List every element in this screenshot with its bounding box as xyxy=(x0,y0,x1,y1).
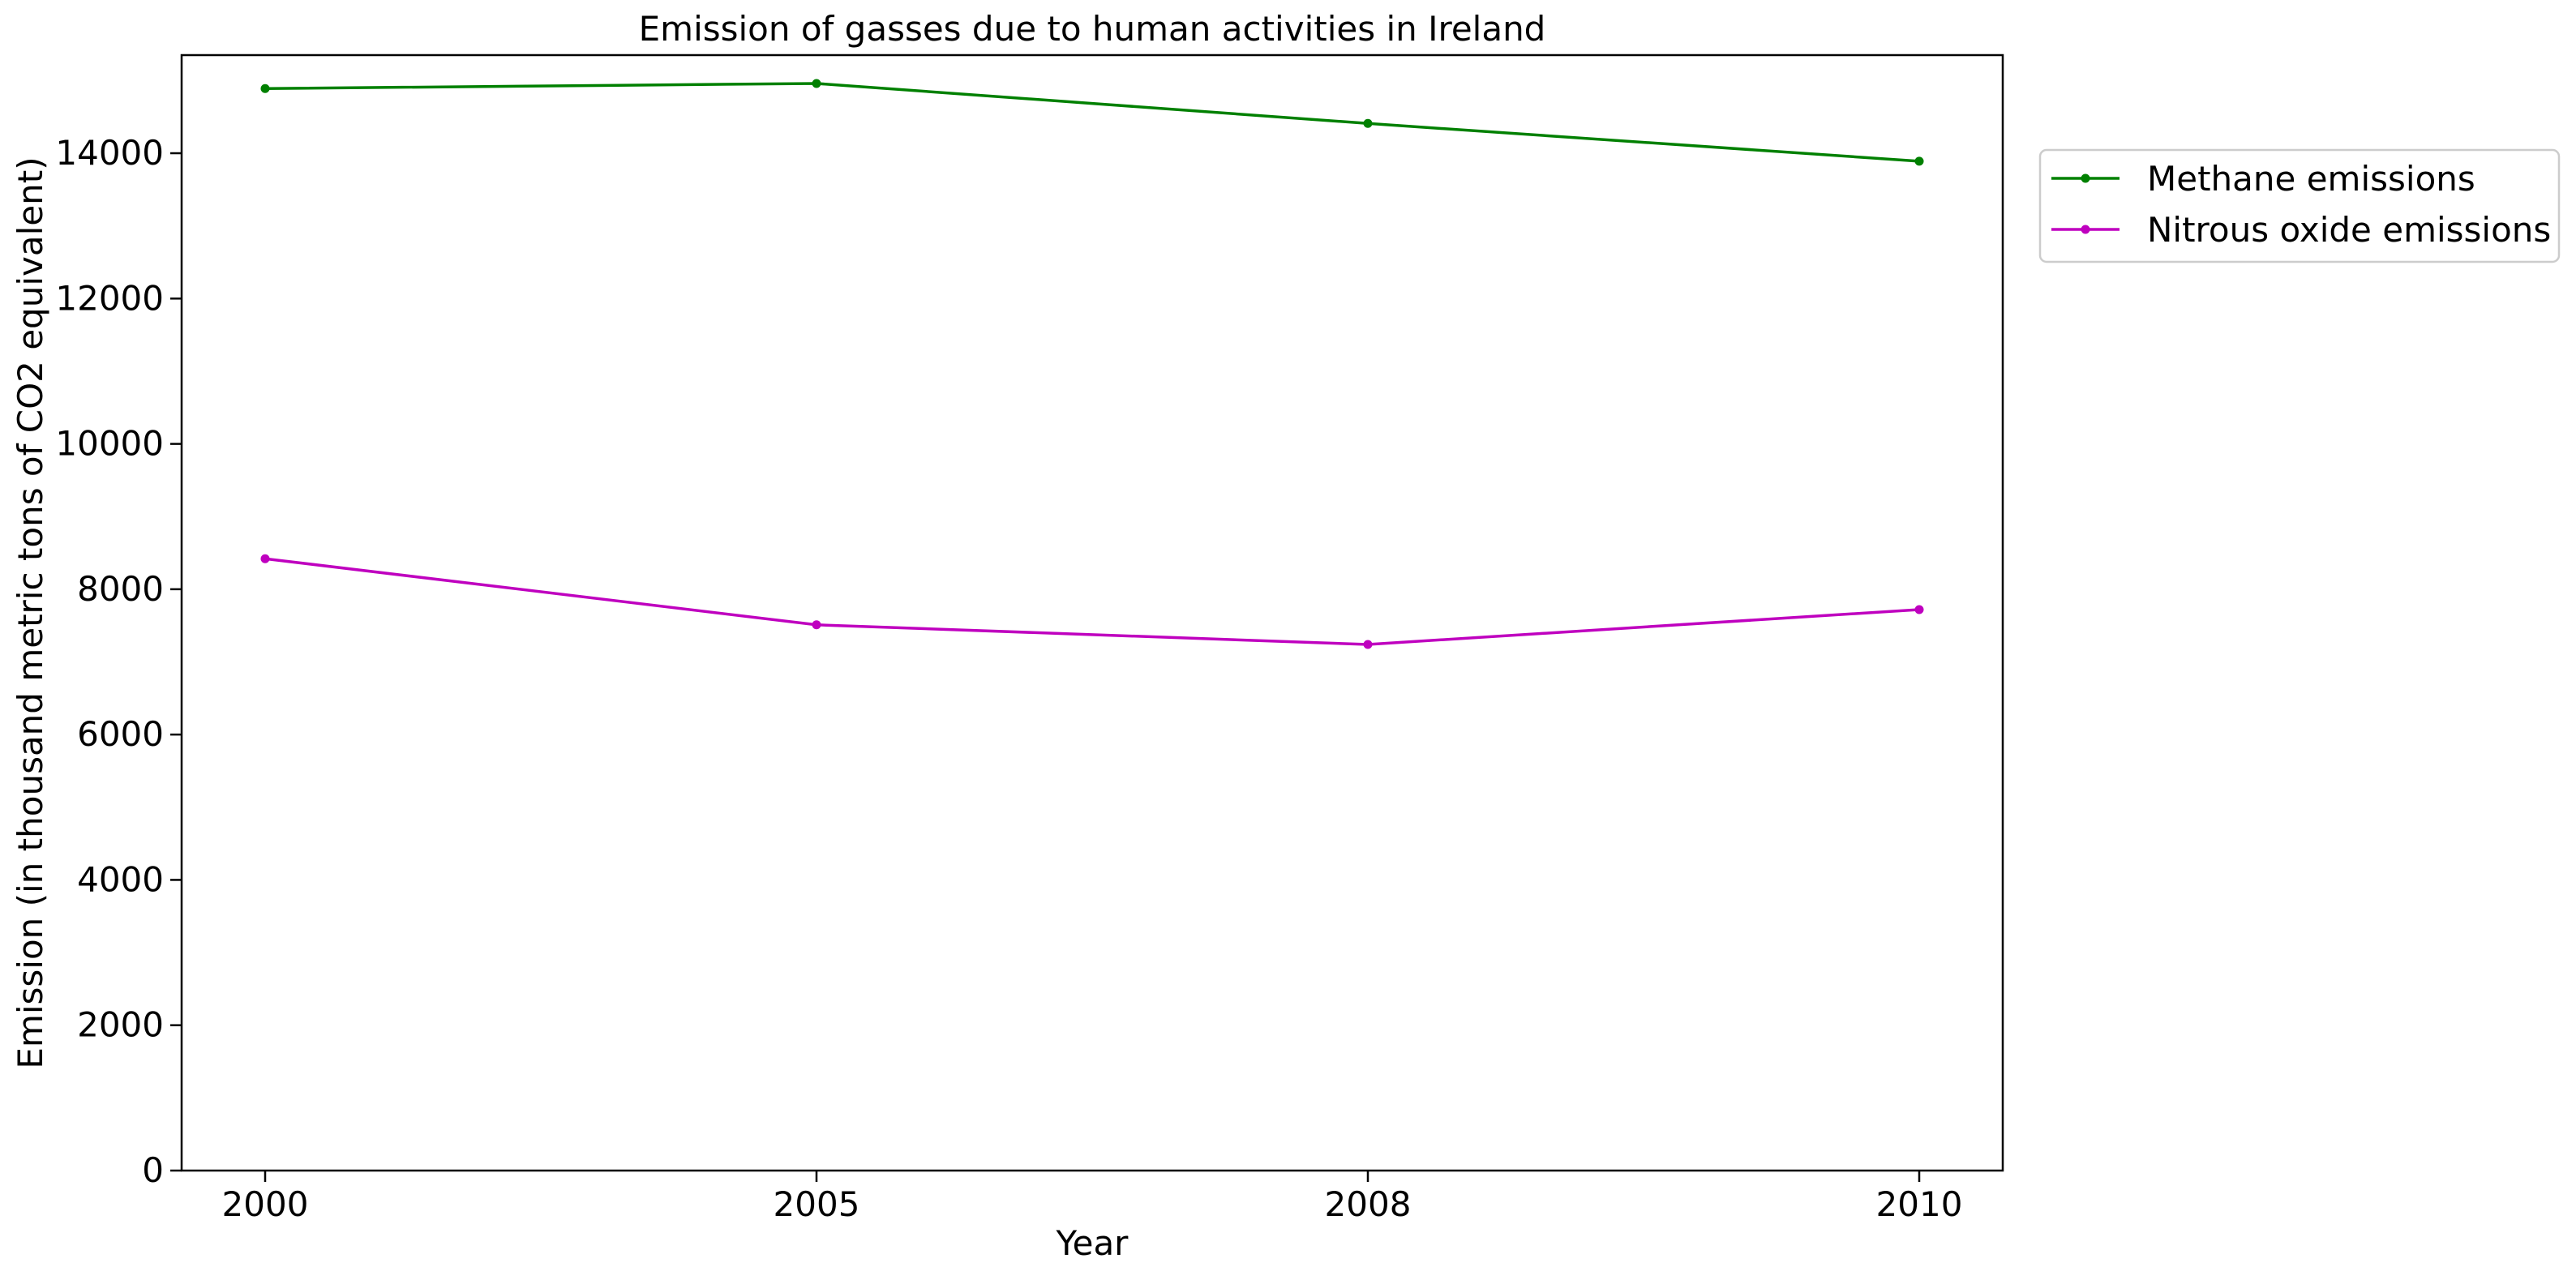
x-axis: 2000 2005 2008 2010 xyxy=(222,1171,1963,1224)
data-point xyxy=(1363,640,1373,649)
series-line-0 xyxy=(264,82,1920,163)
x-tick-label: 2000 xyxy=(222,1184,309,1224)
y-tick-label: 6000 xyxy=(77,714,164,754)
series-line-1 xyxy=(264,557,1920,646)
chart-title: Emission of gasses due to human activiti… xyxy=(639,9,1546,49)
y-tick-label: 8000 xyxy=(77,569,164,609)
legend-marker xyxy=(2081,173,2090,183)
legend-frame xyxy=(2038,148,2561,263)
data-point xyxy=(260,554,270,563)
y-tick-label: 14000 xyxy=(55,133,164,173)
legend-marker xyxy=(2081,225,2090,234)
data-point xyxy=(1914,605,1924,614)
x-tick-label: 2005 xyxy=(774,1184,860,1224)
data-point xyxy=(1914,156,1924,166)
y-tick-label: 0 xyxy=(142,1150,164,1190)
legend-label: Methane emissions xyxy=(2147,159,2475,199)
plot-area xyxy=(260,79,1924,649)
y-axis-label: Emission (in thousand metric tons of CO2… xyxy=(11,156,50,1068)
plot-frame xyxy=(180,54,2004,1172)
y-axis: 0 2000 4000 6000 8000 10000 12000 14000 xyxy=(55,133,182,1190)
y-tick-label: 10000 xyxy=(55,424,164,464)
y-tick-label: 4000 xyxy=(77,859,164,899)
y-tick-label: 2000 xyxy=(77,1005,164,1045)
legend: Methane emissions Nitrous oxide emissions xyxy=(2038,148,2561,263)
y-tick-label: 12000 xyxy=(55,278,164,318)
data-point xyxy=(812,79,821,88)
data-point xyxy=(812,620,821,630)
data-point xyxy=(260,83,270,93)
data-point xyxy=(1363,118,1373,128)
legend-label: Nitrous oxide emissions xyxy=(2147,210,2551,250)
x-axis-label: Year xyxy=(1056,1223,1129,1263)
x-tick-label: 2010 xyxy=(1876,1184,1963,1224)
x-tick-label: 2008 xyxy=(1325,1184,1412,1224)
